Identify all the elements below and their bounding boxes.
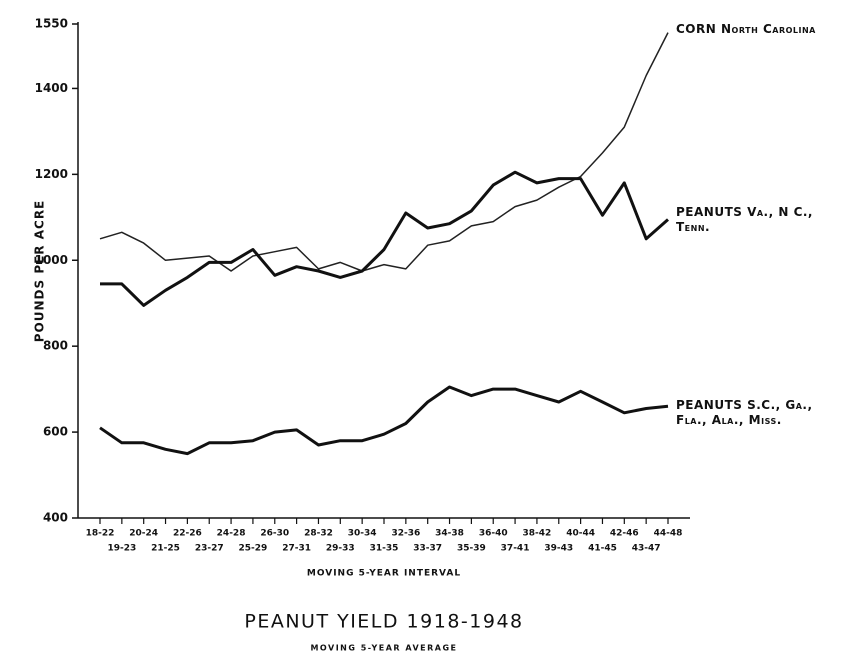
x-tick-label: 33-37: [413, 544, 442, 554]
x-tick-label: 19-23: [107, 544, 136, 554]
x-tick-label: 28-32: [304, 529, 333, 539]
chart-title: PEANUT YIELD 1918-1948: [244, 611, 523, 633]
x-tick-label: 27-31: [282, 544, 311, 554]
series-line: [99, 32, 669, 272]
y-tick-label: 1550: [35, 17, 68, 31]
x-tick-label: 42-46: [610, 529, 639, 539]
x-tick-label: 24-28: [217, 529, 246, 539]
x-tick-label: 30-34: [348, 529, 377, 539]
y-tick-label: 600: [43, 425, 68, 439]
y-tick-label: 800: [43, 339, 68, 353]
x-tick-label: 21-25: [151, 544, 180, 554]
x-tick-label: 40-44: [566, 529, 595, 539]
y-axis-label: POUNDS PER ACRE: [33, 200, 47, 343]
x-axis-label: MOVING 5-YEAR INTERVAL: [307, 569, 461, 579]
x-tick-label: 37-41: [501, 544, 530, 554]
x-tick-label: 20-24: [129, 529, 158, 539]
series-label: PEANUTS Va., N C., Tenn.: [676, 205, 813, 234]
x-tick-label: 44-48: [654, 529, 683, 539]
x-tick-label: 18-22: [86, 529, 115, 539]
y-tick-label: 1400: [35, 81, 68, 95]
x-tick-label: 32-36: [391, 529, 420, 539]
y-tick-label: 400: [43, 511, 68, 525]
series-label: CORN North Carolina: [676, 22, 816, 36]
x-tick-label: 31-35: [370, 544, 399, 554]
x-tick-label: 29-33: [326, 544, 355, 554]
x-tick-label: 34-38: [435, 529, 464, 539]
x-tick-label: 22-26: [173, 529, 202, 539]
series-line: [99, 385, 669, 456]
x-tick-label: 36-40: [479, 529, 508, 539]
x-tick-label: 35-39: [457, 544, 486, 554]
y-tick-label: 1200: [35, 167, 68, 181]
x-tick-label: 43-47: [632, 544, 661, 554]
x-tick-label: 25-29: [239, 544, 268, 554]
series-line: [100, 170, 669, 307]
chart-subtitle: MOVING 5-YEAR AVERAGE: [310, 644, 457, 653]
x-tick-label: 39-43: [544, 544, 573, 554]
y-tick-label: 1000: [35, 253, 68, 267]
x-tick-label: 38-42: [523, 529, 552, 539]
x-tick-label: 41-45: [588, 544, 617, 554]
x-tick-label: 23-27: [195, 544, 224, 554]
x-tick-label: 26-30: [260, 529, 289, 539]
series-label: PEANUTS S.C., Ga., Fla., Ala., Miss.: [676, 398, 813, 427]
